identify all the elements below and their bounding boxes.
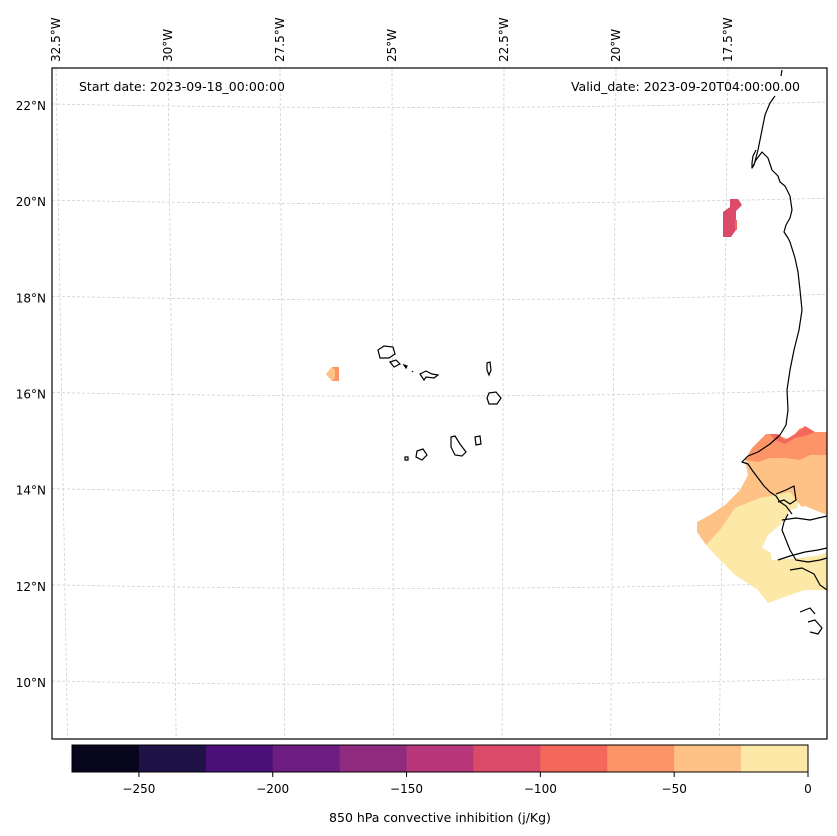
colorbar-tick-label: −50: [662, 782, 687, 796]
island-santiago: [450, 435, 467, 457]
island-brava: [404, 456, 409, 461]
colorbar-ticks: −250 −200 −150 −100 −50 0: [122, 772, 812, 796]
longitude-tick-label: 17.5°W: [721, 17, 735, 62]
map-background: [52, 68, 827, 739]
colorbar-swatch: [540, 745, 608, 772]
cin-region-gap: [762, 506, 827, 556]
meridian-line: [279, 67, 286, 740]
latitude-tick-label: 12°N: [16, 580, 46, 594]
latitude-tick-label: 14°N: [16, 484, 46, 498]
meridian-line: [718, 67, 729, 740]
colorbar-swatch: [138, 745, 207, 772]
island-santa-luzia: [402, 363, 408, 370]
coastline-africa: [741, 69, 828, 563]
longitude-tick-label: 20°W: [609, 29, 623, 62]
colorbar-tick-label: −250: [122, 782, 155, 796]
colorbar-tick-label: 0: [804, 782, 812, 796]
colorbar-swatches: [72, 745, 809, 772]
parallel-line: [51, 197, 828, 205]
colorbar: −250 −200 −150 −100 −50 0 850 hPa convective …: [71, 744, 812, 825]
colorbar-tick-label: −150: [390, 782, 423, 796]
latitude-tick-label: 10°N: [16, 676, 46, 690]
cin-patch-west-light: [326, 367, 335, 381]
map-frame: [51, 67, 828, 740]
colorbar-swatch: [607, 745, 675, 772]
latitude-tick-label: 20°N: [16, 195, 46, 209]
longitude-tick-labels: 32.5°W 30°W 27.5°W 25°W 22.5°W 20°W 17.5°W: [49, 17, 735, 62]
parallel-line: [51, 390, 828, 397]
cin-patch-north-edge: [735, 220, 737, 230]
parallel-line: [51, 582, 828, 589]
longitude-tick-label: 27.5°W: [273, 17, 287, 62]
colorbar-swatch: [205, 745, 274, 772]
colorbar-swatch: [339, 745, 408, 772]
colorbar-swatch: [72, 745, 140, 772]
island-maio: [474, 435, 482, 446]
cin-fields: [326, 199, 827, 603]
meridian-line: [391, 67, 394, 740]
island-raso: [411, 370, 414, 373]
island-sao-nicolau: [419, 370, 440, 382]
parallel-line: [51, 293, 828, 301]
latitude-tick-labels: 22°N 20°N 18°N 16°N 14°N 12°N 10°N: [16, 99, 46, 690]
longitude-tick-label: 22.5°W: [497, 17, 511, 62]
island-boa-vista: [486, 391, 502, 405]
coastline-gambia: [775, 485, 828, 521]
parallel-line: [51, 486, 828, 493]
longitude-tick-label: 25°W: [385, 29, 399, 62]
start-date-annotation: Start date: 2023-09-18_00:00:00: [79, 79, 285, 94]
cape-verde-islands: [377, 345, 502, 461]
latitude-tick-label: 22°N: [16, 99, 46, 113]
cin-region-light-orange: [697, 450, 827, 545]
longitude-tick-label: 32.5°W: [49, 17, 63, 62]
parallel-line: [51, 101, 828, 108]
coastlines: [741, 69, 828, 635]
cin-patch-north: [723, 199, 742, 237]
colorbar-frame: [71, 744, 809, 773]
latitude-tick-label: 16°N: [16, 388, 46, 402]
colorbar-label: 850 hPa convective inhibition (j/Kg): [329, 810, 551, 825]
colorbar-swatch: [272, 745, 341, 772]
meridian-line: [167, 67, 177, 740]
island-fogo: [415, 448, 428, 461]
graticule: [51, 67, 828, 740]
meridian-line: [501, 67, 505, 740]
colorbar-swatch: [473, 745, 541, 772]
meridian-line: [55, 67, 68, 740]
island-sao-vicente: [388, 359, 402, 368]
colorbar-swatch: [406, 745, 474, 772]
island-santo-antao: [377, 345, 396, 359]
colorbar-swatch: [674, 745, 742, 772]
parallel-line: [51, 678, 828, 685]
meridian-line: [610, 67, 617, 740]
coastline-bay: [751, 149, 757, 168]
colorbar-swatch: [741, 745, 809, 772]
colorbar-tick-label: −200: [256, 782, 289, 796]
valid-date-annotation: Valid_date: 2023-09-20T04:00:00.00: [571, 79, 800, 94]
coastline-guinea-bissau: [777, 547, 828, 635]
latitude-tick-label: 18°N: [16, 291, 46, 305]
longitude-tick-label: 30°W: [161, 29, 175, 62]
cin-region-orange: [745, 428, 827, 462]
cin-region-red: [770, 426, 815, 444]
island-sal: [486, 361, 492, 377]
colorbar-tick-label: −100: [524, 782, 557, 796]
